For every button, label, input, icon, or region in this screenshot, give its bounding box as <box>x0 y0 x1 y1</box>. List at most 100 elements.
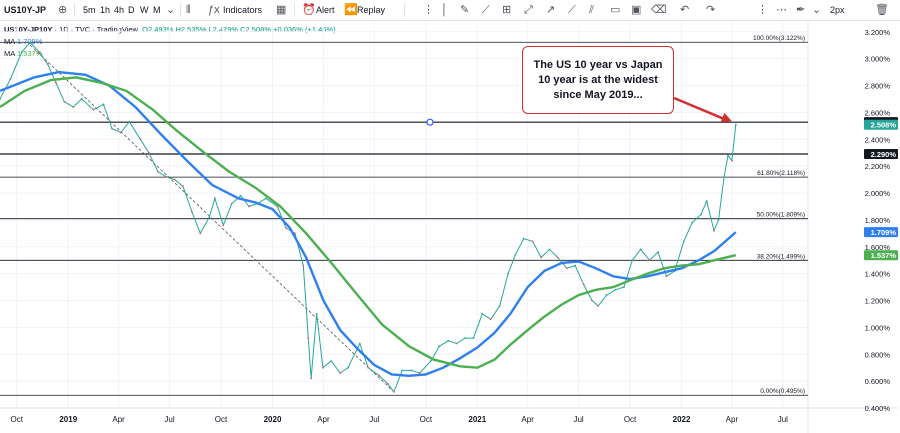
trend-line-icon[interactable]: ⟋ <box>482 4 490 16</box>
crosshair-icon[interactable]: ⊞ <box>502 4 512 16</box>
interval-m[interactable]: M <box>153 5 161 15</box>
time-axis-label: Oct <box>215 415 228 424</box>
interval-d[interactable]: D <box>128 5 135 15</box>
price-point <box>165 175 168 178</box>
price-tag <box>864 227 898 238</box>
box-icon[interactable]: ▣ <box>631 4 642 16</box>
vertical-line-icon[interactable]: │ <box>441 4 448 16</box>
annotation-callout[interactable]: The US 10 year vs Japan 10 year is at th… <box>522 46 674 114</box>
rectangle-icon[interactable]: ▭ <box>610 4 621 16</box>
indicators-button[interactable]: Indicators <box>223 5 263 15</box>
dot-marker-icon[interactable]: ⋮ <box>423 4 434 16</box>
price-point <box>0 98 1 100</box>
legend-interval: 1D <box>59 25 69 34</box>
channel-icon[interactable]: ⫽ <box>589 4 594 16</box>
price-axis-label: 1.400% <box>865 270 891 279</box>
eraser-icon[interactable]: ⌫ <box>651 4 667 16</box>
interval-4h[interactable]: 4h <box>114 5 125 15</box>
trash-icon[interactable]: 🗑 <box>875 4 889 16</box>
time-axis-label: 2019 <box>59 415 77 424</box>
price-point <box>156 170 159 173</box>
annotation-arrowhead <box>720 112 732 123</box>
layouts-icon[interactable]: ▦ <box>276 4 287 16</box>
time-axis-label: Oct <box>11 415 24 424</box>
interval-dropdown-icon[interactable]: ⌄ <box>166 4 176 16</box>
price-point <box>358 342 361 345</box>
price-point <box>139 138 142 141</box>
legend-ma2-row[interactable]: MA 1.537% <box>4 48 336 60</box>
price-point <box>285 227 287 229</box>
time-axis-label: 2022 <box>673 415 691 424</box>
price-tag-label: 1.709% <box>871 228 897 237</box>
price-point <box>713 229 715 232</box>
legend-symbol[interactable]: US10Y-JP10Y <box>4 25 53 34</box>
interval-1h[interactable]: 1h <box>100 5 111 15</box>
price-point <box>63 100 66 103</box>
price-point <box>481 313 484 315</box>
symbol-search[interactable]: US10Y-JP <box>4 5 47 15</box>
magnet-icon[interactable]: ⋯ <box>776 4 787 16</box>
interval-w[interactable]: W <box>140 5 149 15</box>
add-symbol-icon[interactable]: ⊕ <box>58 4 68 16</box>
extended-line-icon[interactable]: ⟋ <box>568 4 576 16</box>
chart-legend: US10Y-JP10Y · 1D · TVC · TradingView O2.… <box>4 24 336 60</box>
legend-ma1-row[interactable]: MA 1.709% <box>4 36 336 48</box>
undo-icon[interactable]: ↶ <box>680 4 690 16</box>
ray-icon[interactable]: ↗ <box>546 4 556 16</box>
price-axis-label: 2.000% <box>865 189 891 198</box>
toolbar-divider <box>180 3 181 17</box>
fib-level-label: 0.00%(0.495%) <box>760 388 805 395</box>
price-point <box>574 264 577 267</box>
annotation-arrow-line <box>673 96 727 121</box>
price-axis-label: 3.200% <box>865 28 891 37</box>
price-point <box>514 253 517 256</box>
line-width-select[interactable]: 2px <box>830 5 845 15</box>
price-point <box>540 256 542 259</box>
interval-5m[interactable]: 5m <box>83 5 96 15</box>
time-axis-label: Apr <box>726 415 739 424</box>
price-tag-label: 2.508% <box>871 121 897 130</box>
toolbar-divider <box>404 3 405 17</box>
replay-icon[interactable]: ⏪ <box>344 4 358 16</box>
price-point <box>264 197 267 200</box>
alert-button[interactable]: Alert <box>316 5 335 15</box>
pencil-icon[interactable]: ✎ <box>460 4 470 16</box>
price-point <box>522 237 525 240</box>
price-point <box>548 248 551 251</box>
price-point <box>700 213 703 216</box>
line-anchor-handle[interactable] <box>426 118 434 126</box>
price-axis-label: 1.800% <box>865 216 891 225</box>
price-point <box>29 41 32 44</box>
price-point <box>119 131 122 134</box>
price-axis-label: 1.600% <box>865 243 891 252</box>
price-point <box>367 366 370 369</box>
time-axis-label: Apr <box>317 415 330 424</box>
price-series-line <box>0 41 737 393</box>
price-point <box>597 304 600 307</box>
replay-button[interactable]: Replay <box>357 5 386 15</box>
price-axis-label: 2.600% <box>865 108 891 117</box>
brush-dropdown-icon[interactable]: ⌄ <box>812 4 822 16</box>
price-axis-label: 1.000% <box>865 323 891 332</box>
price-point <box>705 200 708 202</box>
legend-main-row: US10Y-JP10Y · 1D · TVC · TradingView O2.… <box>4 25 336 34</box>
price-point <box>310 377 313 380</box>
price-point <box>734 123 737 126</box>
price-point <box>302 264 305 267</box>
price-axis-label: 3.000% <box>865 55 891 64</box>
price-point <box>410 369 413 372</box>
brush-icon[interactable]: ✒ <box>796 4 806 16</box>
arrow-tool-icon[interactable]: ⤢ <box>524 4 533 16</box>
price-point <box>682 240 685 243</box>
alert-clock-icon[interactable]: ⏰ <box>302 4 316 16</box>
price-point <box>182 185 184 188</box>
more-tools-icon[interactable]: ⋮ <box>757 4 768 16</box>
price-point <box>639 248 642 251</box>
redo-icon[interactable]: ↷ <box>706 4 716 16</box>
indicators-icon[interactable]: ƒx <box>208 4 220 16</box>
bar-style-icon[interactable]: ⫴ <box>186 4 191 16</box>
price-point <box>173 178 176 181</box>
price-point <box>72 106 75 108</box>
price-point <box>208 216 211 219</box>
